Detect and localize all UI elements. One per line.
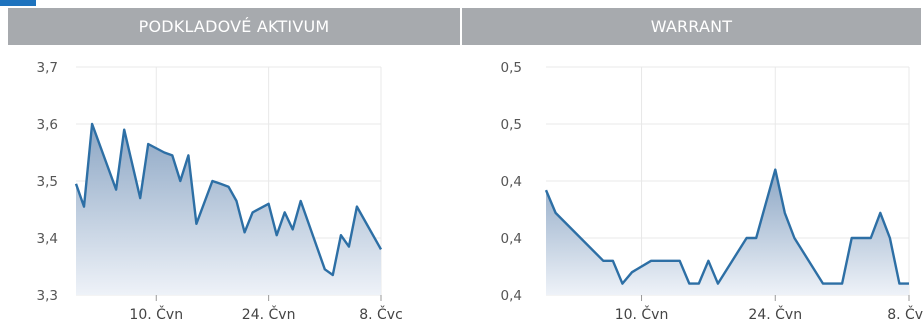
- asset-x-tick-label: 8. Čvc: [359, 305, 403, 323]
- warrant-y-tick-label: 0,4: [501, 288, 522, 304]
- warrant-y-tick-label: 0,5: [501, 60, 522, 76]
- asset-area-fill: [76, 124, 381, 295]
- asset-y-tick-label: 3,3: [37, 288, 58, 304]
- asset-y-tick-label: 3,6: [37, 117, 58, 133]
- asset-x-tick-label: 10. Čvn: [129, 305, 183, 323]
- underlying-asset-header: PODKLADOVÉ AKTIVUM: [8, 8, 460, 45]
- warrant-panel: WARRANT: [462, 8, 921, 326]
- warrant-chart: 0,4 0,4 0,4 0,5 0,5 10. Čvn 24. Čvn 8. Čvc: [501, 60, 923, 323]
- asset-x-tick-label: 24. Čvn: [242, 305, 296, 323]
- asset-y-tick-label: 3,5: [37, 174, 58, 190]
- warrant-series-line: [544, 168, 909, 285]
- warrant-y-tick-label: 0,5: [501, 117, 522, 133]
- asset-y-tick-label: 3,7: [37, 60, 58, 76]
- warrant-x-tick-label: 10. Čvn: [615, 305, 669, 323]
- warrant-header: WARRANT: [462, 8, 921, 45]
- warrant-x-tick-label: 8. Čvc: [887, 305, 923, 323]
- underlying-asset-chart: 3,3 3,4 3,5 3,6 3,7 10. Čvn 24. Čvn 8. Čvc: [37, 60, 403, 323]
- asset-series-line: [74, 122, 383, 277]
- asset-y-tick-label: 3,4: [37, 231, 58, 247]
- warrant-y-tick-label: 0,4: [501, 231, 522, 247]
- accent-stripe: [0, 0, 36, 6]
- warrant-x-tick-label: 24. Čvn: [748, 305, 802, 323]
- warrant-area-fill: [546, 169, 909, 295]
- underlying-asset-panel: PODKLADOVÉ AKTIVUM: [8, 8, 460, 326]
- warrant-y-tick-label: 0,4: [501, 174, 522, 190]
